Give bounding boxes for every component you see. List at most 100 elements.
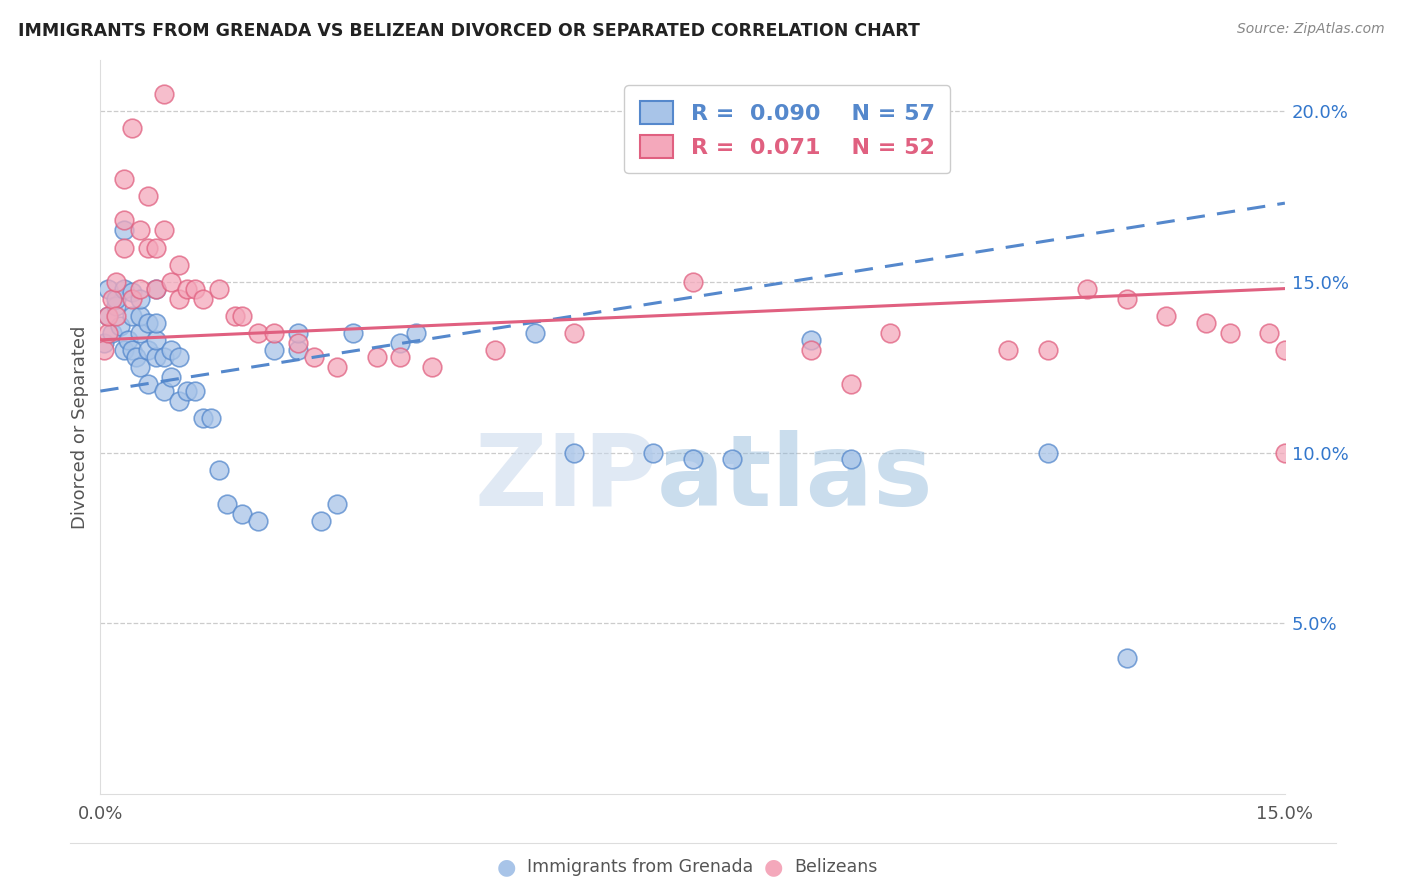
Point — [1258, 326, 1281, 340]
Point — [839, 377, 862, 392]
Point — [160, 275, 183, 289]
Point — [231, 507, 253, 521]
Point — [484, 343, 506, 357]
Point — [121, 285, 143, 299]
Point — [97, 309, 120, 323]
Point — [263, 343, 285, 357]
Legend: R =  0.090    N = 57, R =  0.071    N = 52: R = 0.090 N = 57, R = 0.071 N = 52 — [624, 86, 950, 173]
Point — [145, 241, 167, 255]
Point — [366, 350, 388, 364]
Point — [184, 384, 207, 398]
Point — [247, 326, 270, 340]
Point — [112, 343, 135, 357]
Point — [152, 223, 174, 237]
Point — [145, 282, 167, 296]
Point — [169, 258, 191, 272]
Point — [1274, 343, 1296, 357]
Point — [136, 343, 159, 357]
Point — [800, 333, 823, 347]
Point — [136, 377, 159, 392]
Point — [643, 445, 665, 459]
Point — [145, 316, 167, 330]
Point — [287, 343, 309, 357]
Point — [839, 452, 862, 467]
Text: ●: ● — [763, 857, 783, 877]
Point — [562, 445, 585, 459]
Text: Immigrants from Grenada: Immigrants from Grenada — [527, 858, 754, 876]
Point — [311, 514, 333, 528]
Point — [191, 292, 214, 306]
Point — [160, 370, 183, 384]
Point — [121, 120, 143, 135]
Point — [112, 241, 135, 255]
Point — [152, 350, 174, 364]
Point — [128, 292, 150, 306]
Point — [1156, 309, 1178, 323]
Point — [105, 309, 128, 323]
Text: ZIP: ZIP — [474, 430, 657, 527]
Point — [231, 309, 253, 323]
Point — [97, 326, 120, 340]
Point — [136, 189, 159, 203]
Point — [169, 350, 191, 364]
Point — [152, 384, 174, 398]
Point — [1076, 282, 1098, 296]
Point — [108, 319, 131, 334]
Point — [326, 360, 349, 375]
Point — [125, 350, 148, 364]
Point — [287, 336, 309, 351]
Text: Source: ZipAtlas.com: Source: ZipAtlas.com — [1237, 22, 1385, 37]
Point — [112, 213, 135, 227]
Point — [208, 463, 231, 477]
Point — [215, 497, 238, 511]
Point — [145, 282, 167, 296]
Point — [287, 326, 309, 340]
Point — [523, 326, 546, 340]
Point — [1195, 316, 1218, 330]
Point — [389, 336, 412, 351]
Text: IMMIGRANTS FROM GRENADA VS BELIZEAN DIVORCED OR SEPARATED CORRELATION CHART: IMMIGRANTS FROM GRENADA VS BELIZEAN DIVO… — [18, 22, 920, 40]
Point — [101, 292, 124, 306]
Point — [176, 282, 198, 296]
Point — [997, 343, 1019, 357]
Y-axis label: Divorced or Separated: Divorced or Separated — [72, 326, 89, 529]
Point — [121, 292, 143, 306]
Point — [145, 333, 167, 347]
Point — [721, 452, 744, 467]
Text: ●: ● — [496, 857, 516, 877]
Point — [112, 172, 135, 186]
Point — [93, 343, 115, 357]
Point — [208, 282, 231, 296]
Point — [105, 299, 128, 313]
Point — [342, 326, 364, 340]
Point — [105, 292, 128, 306]
Point — [1036, 445, 1059, 459]
Point — [176, 384, 198, 398]
Point — [405, 326, 427, 340]
Point — [136, 241, 159, 255]
Point — [1036, 343, 1059, 357]
Point — [224, 309, 246, 323]
Point — [97, 309, 120, 323]
Point — [879, 326, 901, 340]
Point — [93, 336, 115, 351]
Point — [128, 309, 150, 323]
Point — [97, 282, 120, 296]
Point — [1274, 445, 1296, 459]
Text: atlas: atlas — [657, 430, 934, 527]
Point — [160, 343, 183, 357]
Point — [1116, 292, 1139, 306]
Point — [682, 452, 704, 467]
Point — [169, 394, 191, 409]
Point — [152, 87, 174, 101]
Point — [247, 514, 270, 528]
Point — [302, 350, 325, 364]
Point — [136, 316, 159, 330]
Point — [326, 497, 349, 511]
Point — [128, 326, 150, 340]
Point — [1219, 326, 1241, 340]
Point — [117, 333, 139, 347]
Point — [191, 411, 214, 425]
Point — [128, 223, 150, 237]
Text: Belizeans: Belizeans — [794, 858, 877, 876]
